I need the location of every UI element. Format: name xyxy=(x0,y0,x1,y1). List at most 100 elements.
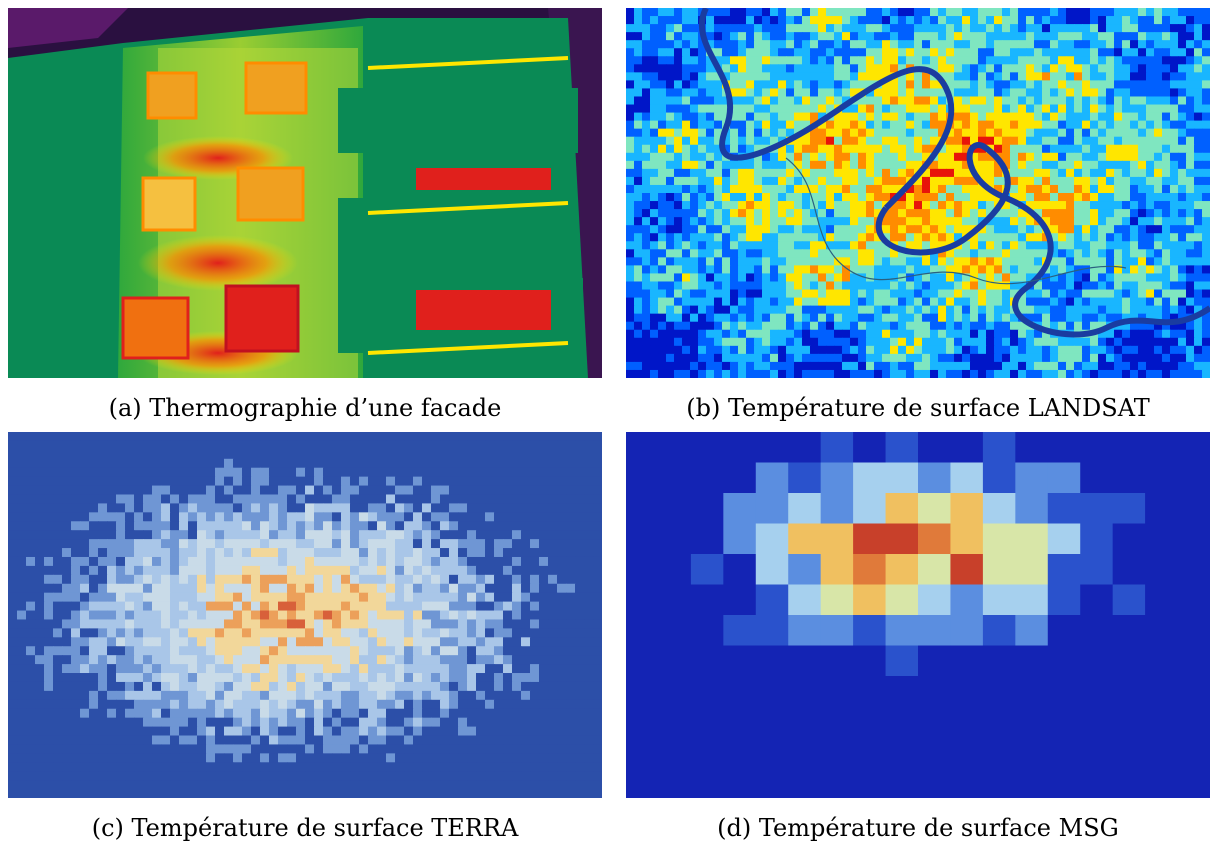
pixel-cell xyxy=(994,305,1003,315)
pixel-cell xyxy=(269,449,279,460)
pixel-cell xyxy=(858,40,867,49)
pixel-cell xyxy=(1074,193,1083,202)
pixel-cell xyxy=(1026,353,1035,363)
pixel-cell xyxy=(642,104,651,114)
pixel-cell xyxy=(395,565,405,576)
pixel-cell xyxy=(80,556,90,567)
pixel-cell xyxy=(1026,249,1035,258)
pixel-cell xyxy=(62,530,72,540)
pixel-cell xyxy=(1074,209,1083,218)
pixel-cell xyxy=(794,64,803,73)
pixel-cell xyxy=(890,369,899,378)
pixel-cell xyxy=(152,574,162,585)
pixel-cell xyxy=(994,345,1003,355)
pixel-cell xyxy=(26,503,36,513)
pixel-cell xyxy=(642,152,651,162)
pixel-cell xyxy=(650,233,659,242)
pixel-cell xyxy=(722,48,731,57)
pixel-cell xyxy=(80,548,90,558)
pixel-cell xyxy=(1194,273,1203,283)
pixel-cell xyxy=(682,80,691,90)
pixel-cell xyxy=(341,485,351,496)
pixel-cell xyxy=(1010,24,1019,33)
pixel-cell xyxy=(938,64,947,73)
pixel-cell xyxy=(1074,8,1083,17)
pixel-cell xyxy=(1026,128,1035,138)
pixel-cell xyxy=(706,345,715,355)
pixel-cell xyxy=(722,32,731,41)
pixel-cell xyxy=(80,467,90,478)
pixel-cell xyxy=(834,273,843,283)
pixel-cell xyxy=(674,225,683,234)
pixel-cell xyxy=(834,329,843,339)
pixel-cell xyxy=(978,160,987,170)
pixel-cell xyxy=(690,104,699,114)
pixel-cell xyxy=(706,257,715,266)
pixel-cell xyxy=(53,530,63,540)
pixel-cell xyxy=(738,289,747,299)
pixel-cell xyxy=(458,458,468,469)
pixel-cell xyxy=(906,281,915,291)
pixel-cell xyxy=(557,628,567,638)
pixel-cell xyxy=(946,24,955,33)
pixel-cell xyxy=(422,583,432,594)
pixel-cell xyxy=(1186,120,1195,130)
pixel-cell xyxy=(368,449,378,460)
pixel-cell xyxy=(107,583,117,594)
pixel-cell xyxy=(1146,329,1155,339)
pixel-cell xyxy=(440,601,450,612)
pixel-cell xyxy=(1018,96,1027,106)
pixel-cell xyxy=(690,136,699,146)
pixel-cell xyxy=(954,337,963,347)
pixel-cell xyxy=(359,556,369,567)
pixel-cell xyxy=(986,16,995,25)
pixel-cell xyxy=(834,337,843,347)
pixel-cell xyxy=(1130,289,1139,299)
pixel-cell xyxy=(566,503,576,513)
pixel-cell xyxy=(1162,144,1171,154)
pixel-cell xyxy=(1154,120,1163,130)
pixel-cell xyxy=(332,503,342,513)
pixel-cell xyxy=(746,128,755,138)
pixel-cell xyxy=(834,225,843,234)
pixel-cell xyxy=(1138,136,1147,146)
pixel-cell xyxy=(242,476,252,487)
pixel-cell xyxy=(714,289,723,299)
pixel-cell xyxy=(810,241,819,250)
pixel-cell xyxy=(503,592,513,603)
pixel-cell xyxy=(179,628,189,638)
pixel-cell xyxy=(260,592,270,603)
pixel-cell xyxy=(1194,281,1203,291)
pixel-cell xyxy=(1050,265,1059,275)
pixel-cell xyxy=(548,619,558,629)
pixel-cell xyxy=(1194,345,1203,355)
pixel-cell xyxy=(850,24,859,33)
pixel-cell xyxy=(1130,201,1139,210)
pixel-cell xyxy=(548,574,558,585)
pixel-cell xyxy=(287,458,297,469)
pixel-cell xyxy=(986,128,995,138)
pixel-cell xyxy=(377,610,387,621)
pixel-cell xyxy=(35,548,45,558)
pixel-cell xyxy=(690,48,699,57)
pixel-cell xyxy=(850,225,859,234)
pixel-cell xyxy=(53,601,63,612)
pixel-cell xyxy=(539,512,549,522)
pixel-cell xyxy=(1170,120,1179,130)
pixel-cell xyxy=(754,72,763,81)
pixel-cell xyxy=(866,321,875,331)
pixel-cell xyxy=(626,281,635,291)
railing-line xyxy=(367,341,569,355)
pixel-cell xyxy=(858,56,867,65)
pixel-cell xyxy=(1130,56,1139,65)
pixel-cell xyxy=(143,521,153,531)
pixel-cell xyxy=(682,128,691,138)
pixel-cell xyxy=(858,249,867,258)
pixel-cell xyxy=(179,619,189,629)
pixel-cell xyxy=(539,467,549,478)
pixel-cell xyxy=(762,8,771,17)
pixel-cell xyxy=(404,432,414,442)
pixel-cell xyxy=(1202,16,1210,25)
pixel-cell xyxy=(1066,353,1075,363)
pixel-cell xyxy=(674,233,683,242)
